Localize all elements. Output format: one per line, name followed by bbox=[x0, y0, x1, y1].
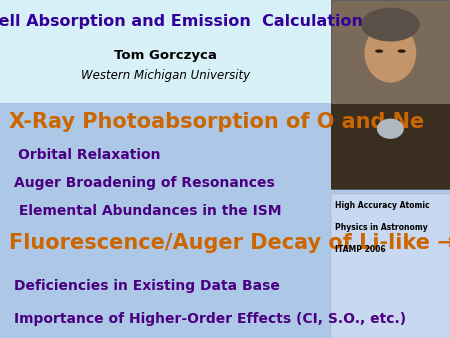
Text: Orbital Relaxation: Orbital Relaxation bbox=[18, 148, 161, 163]
FancyBboxPatch shape bbox=[0, 0, 331, 103]
FancyBboxPatch shape bbox=[331, 0, 450, 189]
Text: X-Ray Photoabsorption of O and Ne: X-Ray Photoabsorption of O and Ne bbox=[9, 112, 424, 132]
Text: Fluorescence/Auger Decay of Li-like → F-like Ions: Fluorescence/Auger Decay of Li-like → F-… bbox=[9, 233, 450, 254]
Text: Auger Broadening of Resonances: Auger Broadening of Resonances bbox=[14, 175, 274, 190]
Ellipse shape bbox=[375, 49, 383, 53]
Text: Western Michigan University: Western Michigan University bbox=[81, 69, 250, 82]
FancyBboxPatch shape bbox=[331, 194, 450, 338]
Ellipse shape bbox=[361, 8, 419, 42]
Text: Tom Gorczyca: Tom Gorczyca bbox=[114, 49, 217, 62]
Text: Deficiencies in Existing Data Base: Deficiencies in Existing Data Base bbox=[14, 279, 279, 293]
FancyBboxPatch shape bbox=[331, 104, 450, 189]
Text: K-Shell Absorption and Emission  Calculations: K-Shell Absorption and Emission Calculat… bbox=[0, 14, 373, 28]
Text: Importance of Higher-Order Effects (CI, S.O., etc.): Importance of Higher-Order Effects (CI, … bbox=[14, 312, 405, 327]
Ellipse shape bbox=[398, 49, 406, 53]
Text: Physics in Astronomy: Physics in Astronomy bbox=[335, 223, 428, 232]
Text: High Accuracy Atomic: High Accuracy Atomic bbox=[335, 201, 430, 210]
Ellipse shape bbox=[364, 23, 416, 82]
Text: Elemental Abundances in the ISM: Elemental Abundances in the ISM bbox=[14, 203, 281, 218]
Ellipse shape bbox=[377, 119, 404, 139]
Text: ITAMP 2006: ITAMP 2006 bbox=[335, 245, 386, 254]
